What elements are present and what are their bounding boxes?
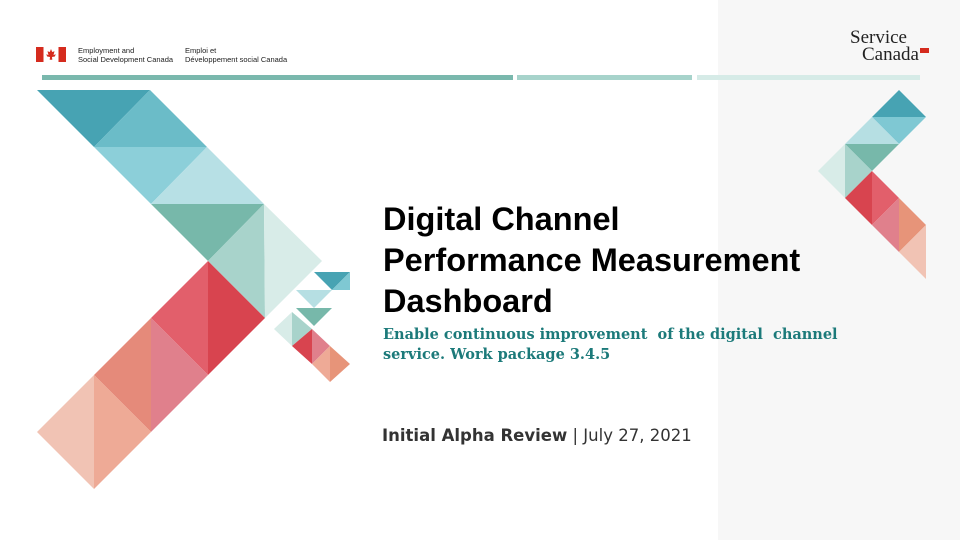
slide-title-line1: Digital Channel (383, 201, 620, 237)
slide-title-line3: Dashboard (383, 283, 553, 319)
review-info: Initial Alpha Review | July 27, 2021 (382, 425, 692, 447)
header-rule-segment (697, 75, 920, 80)
service-canada-logo: Service Canada (848, 27, 932, 65)
slide-subtitle-line2: service. Work package 3.4.5 (383, 346, 611, 363)
slide-subtitle-line1: Enable continuous improvement of the dig… (383, 326, 838, 343)
service-canada-logo-word2: Canada (862, 44, 919, 65)
department-name-english: Employment and Social Development Canada (78, 46, 173, 64)
slide-subtitle: Enable continuous improvement of the dig… (383, 325, 883, 365)
small-chevron-graphic (274, 272, 350, 382)
canada-flag-icon (36, 47, 66, 62)
canada-flag-mini-icon (920, 48, 929, 53)
right-chevron-graphic (818, 90, 926, 279)
slide-title: Digital Channel Performance Measurement … (383, 199, 903, 322)
review-date: July 27, 2021 (583, 426, 692, 445)
slide-title-line2: Performance Measurement (383, 242, 801, 278)
header-rule-segment (517, 75, 692, 80)
department-name-english-line2: Social Development Canada (78, 55, 174, 64)
service-canada-logo-word1: Service (850, 27, 907, 48)
department-name-english-line1: Employment and (78, 46, 135, 55)
review-label: Initial Alpha Review (382, 426, 568, 445)
large-chevron-graphic (37, 90, 322, 489)
department-name-french-line2: Développement social Canada (185, 55, 288, 64)
header-rule-segment (42, 75, 513, 80)
review-separator: | (567, 426, 584, 445)
department-name-french-line1: Emploi et (185, 46, 217, 55)
department-name-french: Emploi et Développement social Canada (185, 46, 287, 64)
